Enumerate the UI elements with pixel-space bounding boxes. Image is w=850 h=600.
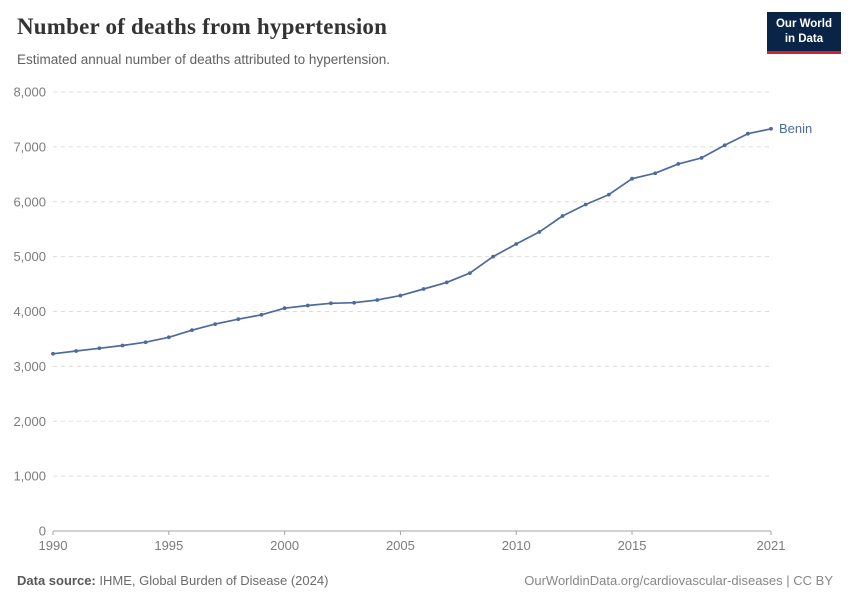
data-point-marker[interactable]	[51, 351, 55, 356]
data-point-marker[interactable]	[74, 349, 79, 353]
data-point-marker[interactable]	[352, 300, 356, 305]
data-point-marker[interactable]	[514, 242, 519, 246]
data-source: Data source: IHME, Global Burden of Dise…	[17, 573, 328, 588]
data-point-marker[interactable]	[236, 317, 241, 322]
data-source-value: IHME, Global Burden of Disease (2024)	[99, 573, 329, 588]
y-axis-tick-label: 3,000	[13, 359, 46, 374]
y-axis-tick-label: 4,000	[13, 304, 46, 319]
owid-logo-line2: in Data	[784, 32, 824, 45]
data-point-marker[interactable]	[329, 301, 333, 306]
data-point-marker[interactable]	[630, 176, 634, 181]
data-point-marker[interactable]	[305, 303, 310, 308]
data-point-marker[interactable]	[421, 287, 426, 291]
data-point-marker[interactable]	[166, 335, 171, 340]
data-point-marker[interactable]	[537, 230, 542, 234]
series-label[interactable]: Benin	[779, 121, 812, 136]
y-axis-tick-label: 8,000	[13, 85, 46, 100]
data-point-marker[interactable]	[375, 298, 380, 302]
data-point-marker[interactable]	[722, 143, 727, 148]
data-point-marker[interactable]	[120, 343, 125, 348]
data-point-marker[interactable]	[676, 161, 681, 166]
data-line[interactable]	[52, 127, 772, 355]
data-point-marker[interactable]	[398, 293, 403, 298]
data-point-marker[interactable]	[213, 322, 218, 327]
data-point-marker[interactable]	[468, 271, 472, 275]
data-point-marker[interactable]	[444, 280, 449, 285]
y-axis-tick-label: 2,000	[13, 414, 46, 429]
data-point-marker[interactable]	[259, 312, 264, 317]
data-point-marker[interactable]	[699, 155, 704, 160]
y-axis-tick-label: 6,000	[13, 194, 46, 209]
data-point-marker[interactable]	[97, 346, 102, 351]
data-point-marker[interactable]	[190, 328, 194, 333]
data-point-marker[interactable]	[606, 192, 611, 197]
data-point-marker[interactable]	[143, 340, 148, 345]
data-point-marker[interactable]	[583, 202, 588, 207]
y-axis-tick-label: 5,000	[13, 249, 46, 264]
y-axis-tick-label: 1,000	[13, 469, 46, 484]
chart-footer: Data source: IHME, Global Burden of Dise…	[17, 573, 833, 588]
data-source-label: Data source:	[17, 573, 96, 588]
data-point-marker[interactable]	[282, 306, 287, 311]
x-axis-tick-label: 2000	[270, 538, 299, 553]
x-axis-tick-label: 2005	[386, 538, 415, 553]
y-axis-tick-label: 7,000	[13, 139, 46, 154]
x-axis-tick-label: 2021	[757, 538, 786, 553]
x-axis-tick-label: 2015	[618, 538, 647, 553]
chart-subtitle: Estimated annual number of deaths attrib…	[17, 52, 390, 67]
data-point-marker[interactable]	[560, 214, 565, 218]
data-point-marker[interactable]	[653, 171, 658, 176]
y-axis-tick-label: 0	[39, 524, 46, 539]
owid-logo[interactable]: Our World in Data	[766, 12, 841, 54]
data-point-marker[interactable]	[745, 131, 750, 136]
x-axis-tick-label: 2010	[502, 538, 531, 553]
page-title: Number of deaths from hypertension	[17, 14, 388, 39]
x-axis-tick-label: 1995	[154, 538, 183, 553]
data-point-marker[interactable]	[769, 126, 773, 131]
license-link[interactable]: OurWorldinData.org/cardiovascular-diseas…	[524, 573, 833, 588]
x-axis-tick-label: 1990	[39, 538, 68, 553]
data-point-marker[interactable]	[491, 254, 495, 259]
owid-logo-line1: Our World	[775, 18, 832, 30]
